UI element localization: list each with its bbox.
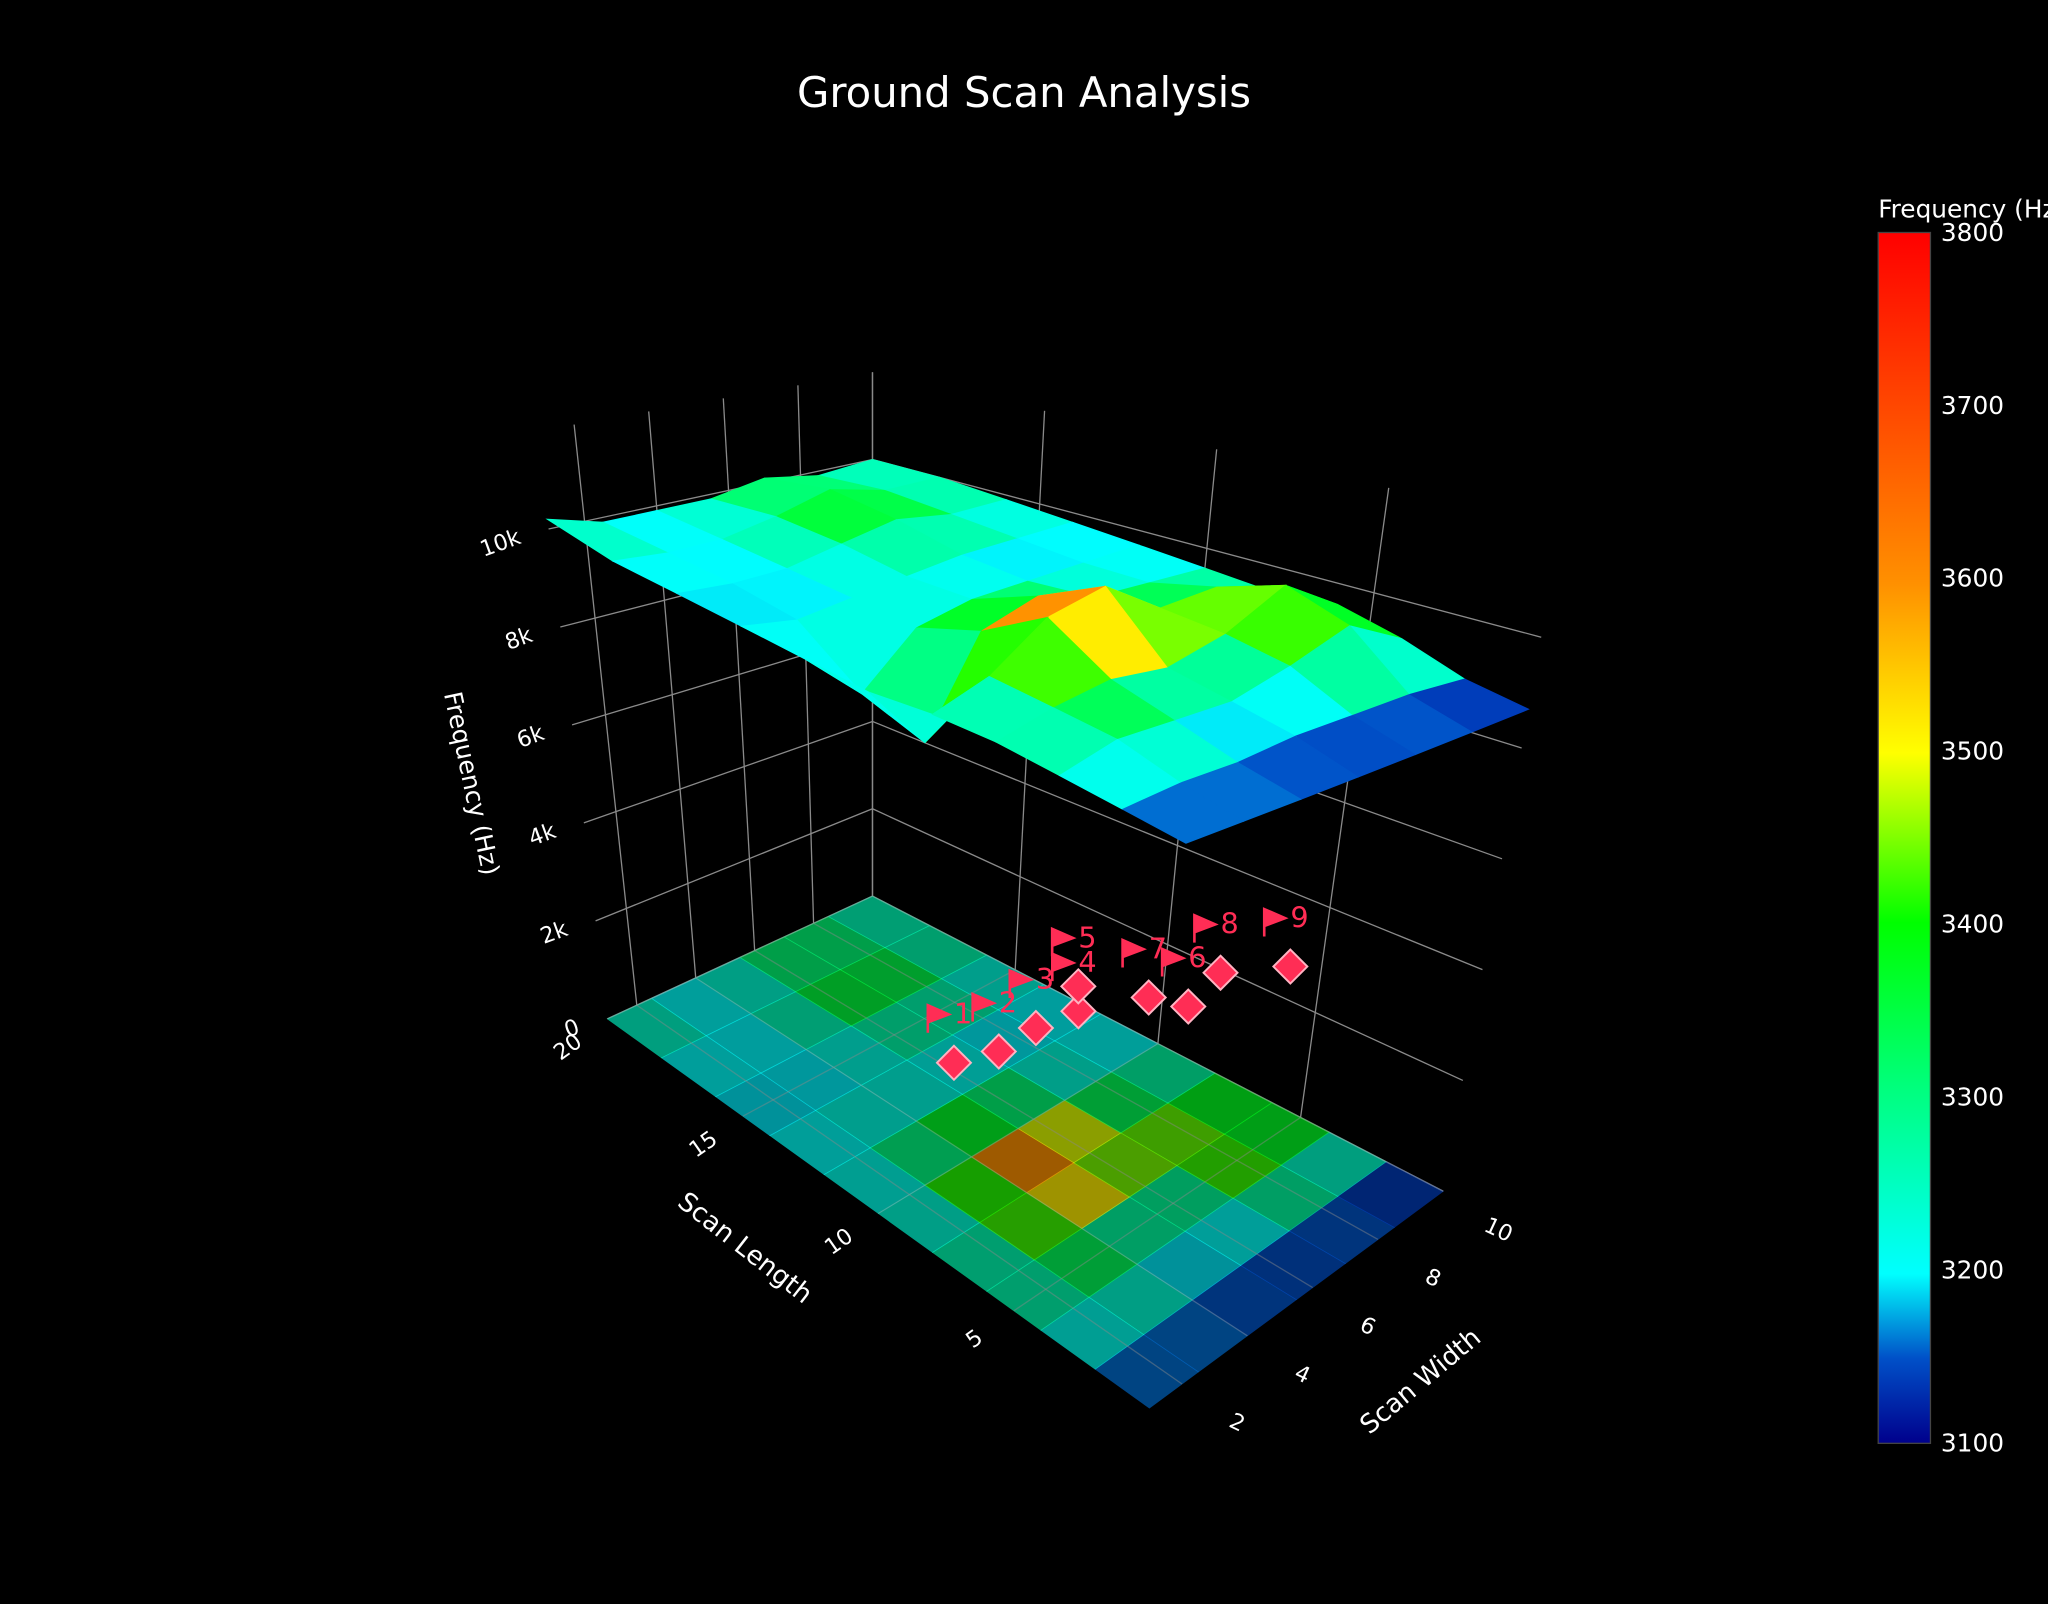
floor [606, 895, 1445, 1409]
marker [1017, 1009, 1055, 1047]
grid-line [595, 808, 873, 922]
marker [1130, 979, 1168, 1016]
floor-cell [827, 895, 931, 949]
marker [935, 1044, 973, 1082]
grid-line [695, 977, 1248, 1337]
colorbar-tick-label: 3200 [1941, 1256, 2004, 1285]
chart-title: Ground Scan Analysis [797, 68, 1251, 117]
marker-label: 4 [1078, 945, 1096, 979]
flag-icon [971, 992, 998, 1022]
marker-label: 5 [1078, 920, 1096, 954]
flag-icon [1160, 947, 1187, 977]
colorbar-tick-label: 3600 [1941, 564, 2004, 593]
marker [1169, 988, 1207, 1025]
marker [980, 1033, 1018, 1070]
grid-line [607, 895, 873, 1020]
grid-line [872, 458, 1542, 638]
surface-cell [1121, 782, 1245, 844]
colorbar-title: Frequency (Hz) [1878, 194, 2048, 223]
grid-line [1013, 1116, 1301, 1312]
marker [1271, 948, 1309, 985]
colorbar-tick-label: 3400 [1941, 910, 2004, 939]
flag-icon [1121, 938, 1147, 968]
flag-icon [1193, 913, 1219, 943]
flag-icon [1008, 968, 1035, 999]
colorbar-tick-label: 3100 [1941, 1429, 2004, 1458]
colorbar-tick-label: 3300 [1941, 1083, 2004, 1112]
marker [1060, 992, 1097, 1030]
grid-line [742, 969, 1016, 1117]
grid-line [548, 458, 873, 530]
colorbar [1877, 231, 1932, 1444]
marker-label: 7 [1149, 931, 1167, 965]
marker-label: 8 [1221, 907, 1239, 941]
flag-icon [1050, 951, 1077, 982]
flag-icon [1262, 907, 1289, 937]
colorbar-tick-label: 3700 [1941, 391, 2004, 420]
markers: 1 23 45 67 8 9 [926, 901, 1309, 1082]
marker-label: 6 [1188, 940, 1206, 974]
colorbar-tick-label: 3500 [1941, 737, 2004, 766]
marker-label: 1 [954, 997, 972, 1031]
marker-label: 9 [1290, 901, 1308, 935]
marker [1059, 967, 1097, 1005]
grid-line [583, 720, 873, 824]
grid-line [878, 1043, 1159, 1215]
grid-line [754, 950, 1313, 1289]
surface [545, 459, 1530, 844]
flag-icon [926, 1003, 953, 1033]
grid-line [813, 922, 1379, 1240]
flag-icon [1050, 926, 1077, 957]
grid-line [636, 1004, 1183, 1385]
grid-line [872, 720, 1483, 971]
grid-line [872, 808, 1464, 1082]
colorbar-tick-label: 3800 [1941, 218, 2004, 247]
marker-label: 3 [1036, 962, 1054, 996]
marker-label: 2 [999, 985, 1017, 1019]
grid-line [872, 895, 1444, 1192]
marker [1202, 954, 1239, 992]
